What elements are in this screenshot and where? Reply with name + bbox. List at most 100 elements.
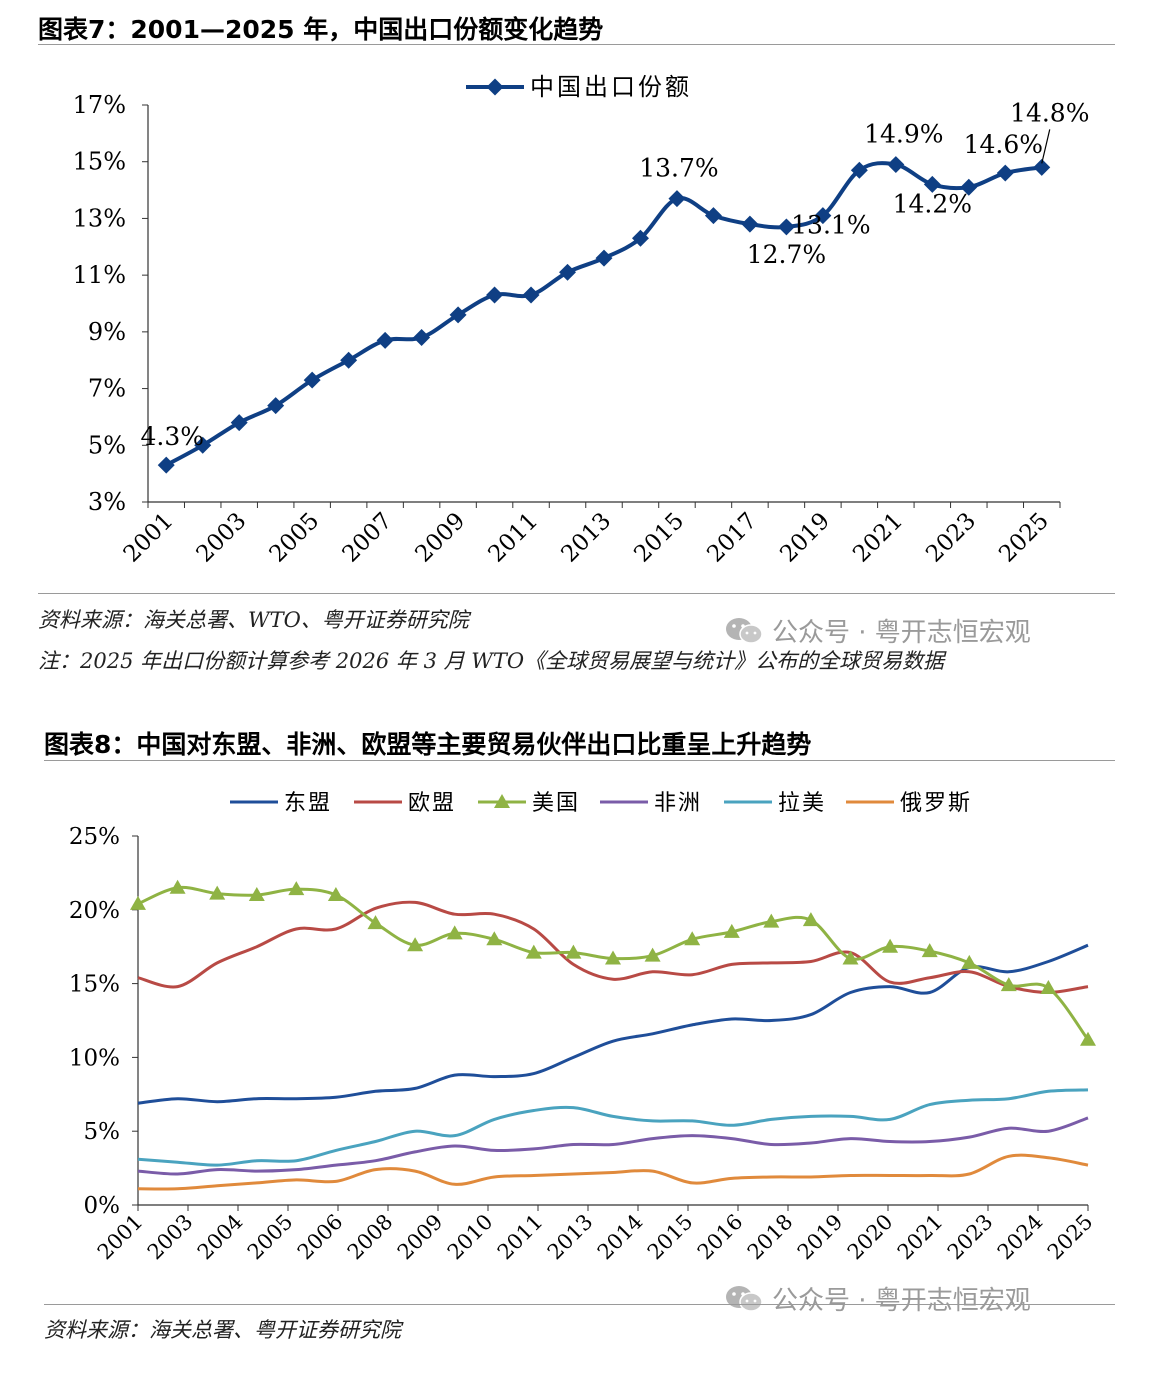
- wechat-icon: [726, 617, 763, 644]
- data-point-diamond: [960, 178, 978, 196]
- y-tick-label: 20%: [69, 898, 120, 924]
- data-point-diamond: [777, 218, 795, 236]
- legend-marker-triangle: [494, 794, 510, 808]
- x-tick-label: 2025: [994, 508, 1054, 568]
- y-tick-label: 7%: [88, 375, 126, 403]
- data-point-triangle: [525, 944, 542, 959]
- data-point-triangle: [486, 931, 503, 946]
- x-tick-label: 2006: [293, 1210, 348, 1265]
- series-line: [137, 1088, 1089, 1167]
- y-tick-label: 15%: [69, 972, 120, 998]
- y-tick-label: 5%: [84, 1119, 121, 1145]
- data-point-triangle: [248, 887, 265, 901]
- x-tick-label: 2024: [993, 1210, 1048, 1265]
- data-point-triangle: [1080, 1031, 1096, 1046]
- x-tick-label: 2009: [393, 1210, 448, 1265]
- y-tick-label: 10%: [69, 1045, 120, 1071]
- data-label-leader: [1041, 129, 1051, 164]
- x-tick-label: 2023: [943, 1210, 998, 1265]
- y-tick-label: 11%: [73, 261, 126, 289]
- data-point-triangle: [842, 950, 859, 965]
- data-point-diamond: [631, 229, 649, 247]
- data-point-diamond: [303, 371, 321, 389]
- legend-label: 非洲: [654, 791, 702, 816]
- data-point-diamond: [486, 286, 504, 304]
- data-point-triangle: [1040, 980, 1057, 994]
- y-tick-label: 15%: [73, 148, 126, 176]
- data-point-triangle: [130, 895, 146, 910]
- data-point-triangle: [209, 885, 226, 900]
- x-tick-label: 2004: [193, 1210, 248, 1265]
- x-tick-label: 2011: [483, 508, 543, 568]
- data-point-diamond: [413, 329, 431, 347]
- data-point-triangle: [684, 931, 701, 946]
- data-label: 4.3%: [140, 422, 204, 451]
- data-point-triangle: [367, 915, 384, 930]
- data-point-diamond: [376, 331, 394, 349]
- data-point-diamond: [887, 156, 905, 174]
- x-tick-label: 2003: [192, 508, 252, 568]
- figure7-top-rule: [38, 44, 1115, 45]
- data-label: 14.6%: [964, 130, 1043, 159]
- legend-label: 美国: [532, 791, 580, 816]
- data-point-triangle: [644, 947, 661, 962]
- x-tick-label: 2013: [556, 508, 616, 568]
- x-tick-label: 2003: [143, 1210, 198, 1265]
- figure7-source: 资料来源：海关总署、WTO、粤开证券研究院: [38, 608, 469, 632]
- data-point-diamond: [267, 397, 285, 415]
- x-tick-label: 2021: [848, 508, 908, 568]
- data-point-diamond: [340, 351, 358, 369]
- series-line: [137, 900, 1089, 995]
- data-point-triangle: [605, 950, 621, 965]
- figure7-bottom-rule: [38, 593, 1115, 594]
- y-tick-label: 13%: [73, 204, 126, 232]
- figure8-watermark: 公众号 · 粤开志恒宏观: [724, 1280, 1031, 1317]
- y-tick-label: 0%: [84, 1193, 121, 1219]
- series-line: [137, 1153, 1089, 1191]
- x-tick-label: 2021: [893, 1210, 948, 1265]
- x-tick-label: 2019: [793, 1210, 848, 1265]
- x-tick-label: 2015: [643, 1210, 698, 1265]
- x-tick-label: 2020: [843, 1210, 898, 1265]
- figure8-bottom-rule: [44, 1304, 1115, 1305]
- y-tick-label: 9%: [88, 318, 126, 346]
- x-tick-label: 2015: [629, 508, 689, 568]
- data-point-triangle: [802, 912, 819, 927]
- data-point-triangle: [446, 925, 463, 940]
- legend-label: 俄罗斯: [900, 791, 972, 816]
- legend-marker-diamond: [486, 78, 504, 96]
- x-tick-label: 2023: [921, 508, 981, 568]
- data-point-diamond: [194, 436, 212, 454]
- data-label: 14.8%: [1010, 98, 1089, 127]
- data-point-triangle: [921, 943, 938, 958]
- x-tick-label: 2014: [593, 1210, 648, 1265]
- legend-label: 中国出口份额: [530, 73, 692, 101]
- y-tick-label: 3%: [88, 488, 126, 516]
- figure8-source: 资料来源：海关总署、粤开证券研究院: [44, 1318, 401, 1342]
- data-point-diamond: [741, 215, 759, 233]
- x-tick-label: 2016: [693, 1210, 748, 1265]
- data-point-diamond: [157, 456, 175, 474]
- data-point-diamond: [522, 286, 540, 304]
- x-tick-label: 2018: [743, 1210, 798, 1265]
- legend-label: 欧盟: [408, 791, 456, 816]
- data-point-triangle: [565, 944, 582, 959]
- figure7-title: 图表7：2001—2025 年，中国出口份额变化趋势: [38, 15, 604, 44]
- data-point-diamond: [814, 207, 832, 225]
- data-point-triangle: [407, 937, 424, 952]
- y-tick-label: 5%: [88, 431, 126, 459]
- export-share-chart: 3% 5% 7% 9% 11% 13% 15% 17% 2001 2003 2005 2007 2009…: [73, 73, 1090, 568]
- x-tick-label: 2013: [543, 1210, 598, 1265]
- data-point-diamond: [996, 164, 1014, 182]
- x-tick-label: 2007: [338, 508, 398, 568]
- figure8-title: 图表8：中国对东盟、非洲、欧盟等主要贸易伙伴出口比重呈上升趋势: [44, 730, 812, 759]
- data-point-diamond: [850, 161, 868, 179]
- x-tick-label: 2005: [243, 1210, 298, 1265]
- data-point-triangle: [723, 923, 740, 938]
- figure7-watermark: 公众号 · 粤开志恒宏观: [724, 612, 1031, 649]
- legend-label: 东盟: [284, 791, 332, 816]
- legend-label: 拉美: [778, 791, 826, 816]
- partner-share-chart: 0%5%10%15%20%25%200120032004200520062008…: [69, 791, 1098, 1265]
- x-tick-label: 2019: [775, 508, 835, 568]
- wechat-icon: [726, 1285, 763, 1312]
